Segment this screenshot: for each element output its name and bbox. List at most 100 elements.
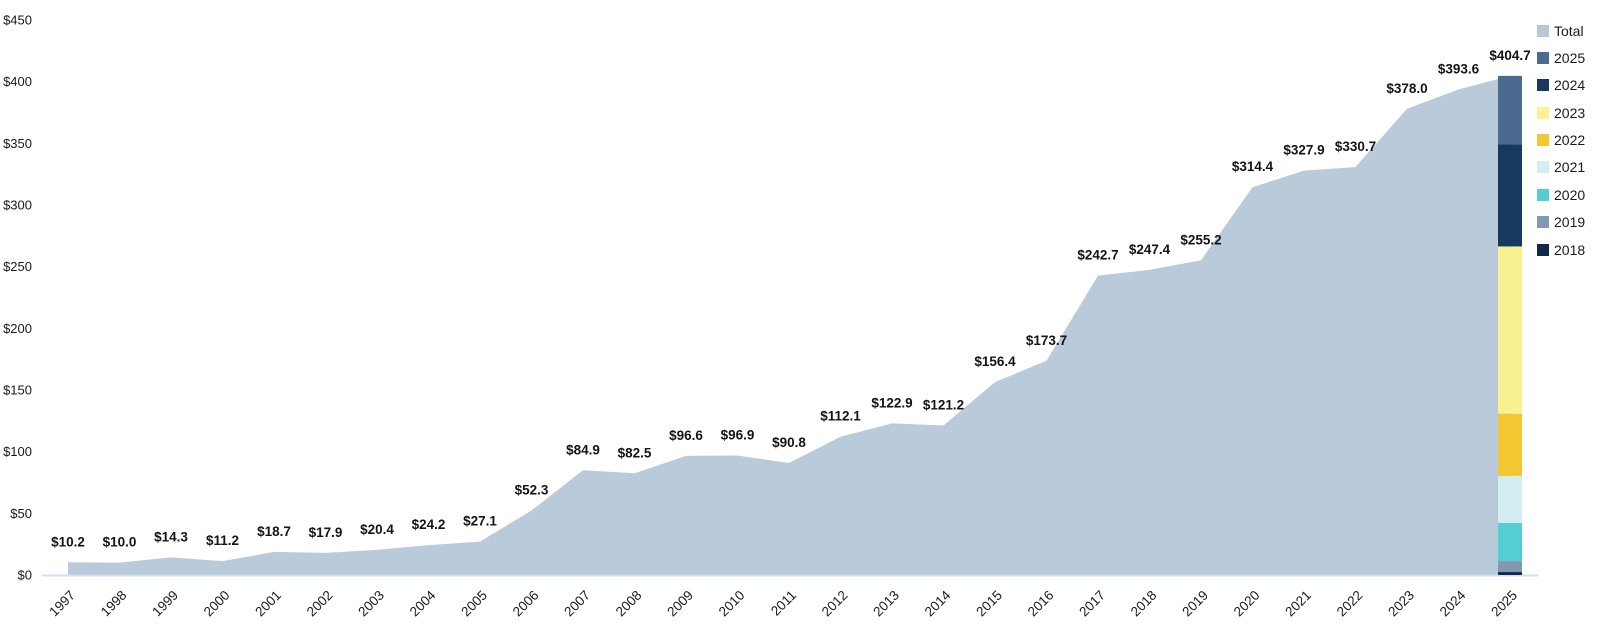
- bar-segment-2024: [1498, 144, 1522, 247]
- x-tick-label: 2025: [1488, 588, 1520, 620]
- x-tick-label: 2007: [561, 588, 593, 620]
- bar-segment-2020: [1498, 522, 1522, 562]
- legend-label: 2023: [1554, 104, 1586, 121]
- legend-item-2019: 2019: [1537, 214, 1585, 231]
- legend-label: 2019: [1554, 214, 1586, 231]
- y-tick-label: $50: [10, 506, 32, 521]
- data-label-2008: $82.5: [618, 445, 652, 460]
- y-tick-label: $150: [3, 383, 32, 398]
- y-tick-label: $0: [18, 568, 32, 583]
- data-label-2018: $247.4: [1129, 242, 1171, 257]
- x-tick-label: 2022: [1334, 588, 1366, 620]
- data-label-2013: $122.9: [871, 395, 912, 410]
- data-label-2020: $314.4: [1232, 159, 1274, 174]
- bar-segment-2019: [1498, 561, 1522, 573]
- x-tick-label: 2020: [1231, 588, 1263, 620]
- data-label-2022: $330.7: [1335, 139, 1376, 154]
- legend-swatch-icon: [1537, 216, 1549, 229]
- x-tick-label: 2023: [1385, 588, 1417, 620]
- legend-item-2025: 2025: [1537, 49, 1585, 66]
- y-tick-label: $450: [3, 13, 32, 28]
- data-label-2023: $378.0: [1386, 81, 1427, 96]
- y-tick-label: $100: [3, 444, 32, 459]
- data-label-1997: $10.2: [51, 534, 85, 549]
- x-tick-label: 2002: [304, 588, 336, 620]
- legend-label: 2021: [1554, 159, 1586, 176]
- legend-swatch-icon: [1537, 51, 1549, 64]
- x-tick-label: 2008: [613, 588, 645, 620]
- bar-segment-2025: [1498, 75, 1522, 145]
- data-label-2006: $52.3: [515, 482, 549, 497]
- data-label-2007: $84.9: [566, 442, 600, 457]
- legend-label: 2024: [1554, 77, 1586, 94]
- x-tick-label: 2021: [1282, 588, 1314, 620]
- x-tick-label: 2003: [355, 588, 387, 620]
- x-tick-label: 2011: [768, 588, 799, 619]
- data-label-2014: $121.2: [923, 398, 964, 413]
- data-label-2001: $18.7: [257, 524, 291, 539]
- legend-item-2023: 2023: [1537, 104, 1585, 121]
- legend-label: 2020: [1554, 186, 1586, 203]
- x-tick-label: 2015: [973, 588, 1005, 620]
- legend-item-2022: 2022: [1537, 132, 1585, 149]
- x-tick-label: 2019: [1179, 588, 1211, 620]
- x-tick-label: 2001: [252, 588, 284, 620]
- data-label-2000: $11.2: [206, 533, 239, 548]
- legend-swatch-icon: [1537, 134, 1549, 147]
- legend-item-2024: 2024: [1537, 77, 1585, 94]
- x-tick-label: 2000: [201, 588, 233, 620]
- data-label-2005: $27.1: [463, 514, 497, 529]
- legend-label: 2018: [1554, 241, 1586, 258]
- y-tick-label: $400: [3, 74, 32, 89]
- legend-label: 2025: [1554, 49, 1586, 66]
- data-label-2019: $255.2: [1180, 232, 1221, 247]
- y-tick-label: $200: [3, 321, 32, 336]
- bar-segment-2018: [1498, 572, 1522, 575]
- legend-swatch-icon: [1537, 79, 1549, 92]
- x-tick-label: 2017: [1076, 588, 1108, 620]
- legend-swatch-icon: [1537, 161, 1549, 174]
- x-tick-label: 2016: [1025, 588, 1057, 620]
- y-tick-label: $300: [3, 198, 32, 213]
- x-tick-label: 1997: [46, 588, 78, 620]
- legend-item-2021: 2021: [1537, 159, 1585, 176]
- data-label-2009: $96.6: [669, 428, 703, 443]
- x-tick-label: 1998: [98, 588, 130, 620]
- legend-item-2020: 2020: [1537, 186, 1585, 203]
- x-tick-label: 2005: [458, 588, 490, 620]
- x-tick-label: 2009: [664, 588, 696, 620]
- data-label-2003: $20.4: [360, 522, 394, 537]
- data-label-2024: $393.6: [1438, 62, 1480, 77]
- x-tick-label: 2010: [716, 588, 748, 620]
- y-tick-label: $350: [3, 136, 32, 151]
- x-tick-label: 1999: [149, 588, 181, 620]
- data-label-2021: $327.9: [1283, 143, 1324, 158]
- legend-item-2018: 2018: [1537, 241, 1585, 258]
- data-label-2015: $156.4: [974, 354, 1016, 369]
- data-label-1999: $14.3: [154, 529, 188, 544]
- legend-swatch-icon: [1537, 24, 1549, 37]
- data-label-2012: $112.1: [820, 409, 861, 424]
- data-label-2017: $242.7: [1077, 248, 1118, 263]
- data-label-2004: $24.2: [412, 517, 446, 532]
- total-area-series: [68, 75, 1510, 576]
- data-label-2002: $17.9: [309, 525, 343, 540]
- x-tick-label: 2006: [510, 588, 542, 620]
- data-label-2010: $96.9: [721, 427, 755, 442]
- x-tick-label: 2018: [1128, 588, 1160, 620]
- x-tick-label: 2014: [922, 587, 954, 619]
- legend-label: Total: [1554, 22, 1584, 39]
- x-tick-label: 2012: [819, 588, 851, 620]
- legend-swatch-icon: [1537, 106, 1549, 119]
- legend-label: 2022: [1554, 132, 1586, 149]
- bar-segment-2022: [1498, 413, 1522, 476]
- data-label-2025: $404.7: [1489, 48, 1530, 63]
- data-label-1998: $10.0: [103, 535, 137, 550]
- chart-legend: Total 2025 2024 2023 2022 2021 2020 2019 2018: [1537, 22, 1585, 269]
- legend-swatch-icon: [1537, 188, 1549, 201]
- x-tick-label: 2024: [1437, 587, 1469, 619]
- bar-segment-2021: [1498, 475, 1522, 523]
- x-tick-label: 2013: [870, 588, 902, 620]
